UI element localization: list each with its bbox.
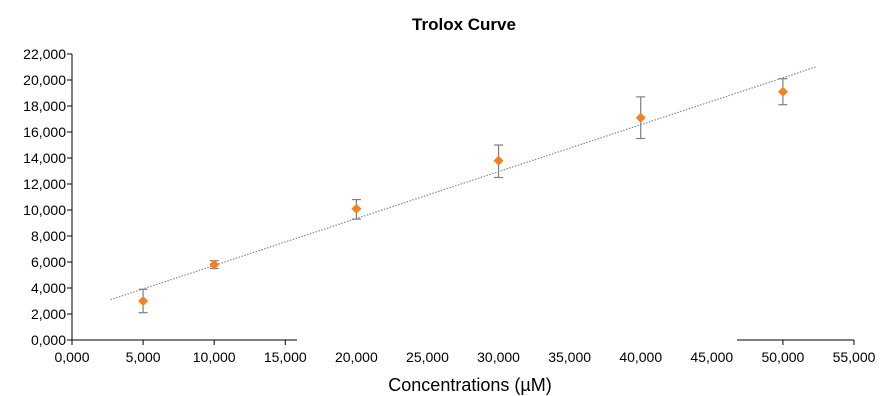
data-point (138, 296, 149, 306)
data-point (493, 155, 504, 166)
y-tick-label: 16,000 (23, 124, 66, 140)
y-tick-label: 14,000 (23, 150, 66, 166)
y-tick-label: 4,000 (31, 280, 66, 296)
x-tick-label: 40,000 (619, 349, 662, 365)
y-tick-label: 20,000 (23, 72, 66, 88)
axes (67, 53, 855, 345)
data-point (209, 259, 220, 270)
y-tick-label: 6,000 (31, 254, 66, 270)
x-tick-label: 10,000 (193, 349, 236, 365)
x-tick-label: 5,000 (126, 349, 161, 365)
x-axis-label: Concentrations (µM) (388, 375, 551, 395)
x-tick-label: 55,000 (833, 349, 876, 365)
y-tick-label: 12,000 (23, 176, 66, 192)
x-tick-label: 30,000 (477, 349, 520, 365)
y-tick-label: 18,000 (23, 98, 66, 114)
trendline (110, 66, 816, 301)
chart-title: Trolox Curve (412, 15, 516, 34)
error-bars (138, 78, 788, 314)
data-point (351, 203, 362, 214)
data-point (777, 86, 788, 97)
y-tick-label: 22,000 (23, 46, 66, 62)
y-tick-label: 8,000 (31, 228, 66, 244)
x-tick-label: 45,000 (690, 349, 733, 365)
x-tick-label: 25,000 (406, 349, 449, 365)
x-tick-label: 15,000 (264, 349, 307, 365)
y-tick-label: 0,000 (31, 332, 66, 348)
data-point (635, 112, 646, 123)
y-tick-label: 10,000 (23, 202, 66, 218)
y-tick-labels: 0,000 2,000 4,000 6,000 8,000 10,000 12,000 14,… (23, 46, 66, 348)
trendline-group (110, 66, 816, 301)
x-tick-label: 35,000 (548, 349, 591, 365)
x-tick-label: 20,000 (335, 349, 378, 365)
y-tick-label: 2,000 (31, 306, 66, 322)
data-points (138, 86, 788, 306)
x-tick-labels: 0,000 5,000 10,000 15,000 20,000 25,000 30,000… (54, 349, 875, 365)
x-tick-label: 50,000 (761, 349, 804, 365)
x-tick-label: 0,000 (54, 349, 89, 365)
